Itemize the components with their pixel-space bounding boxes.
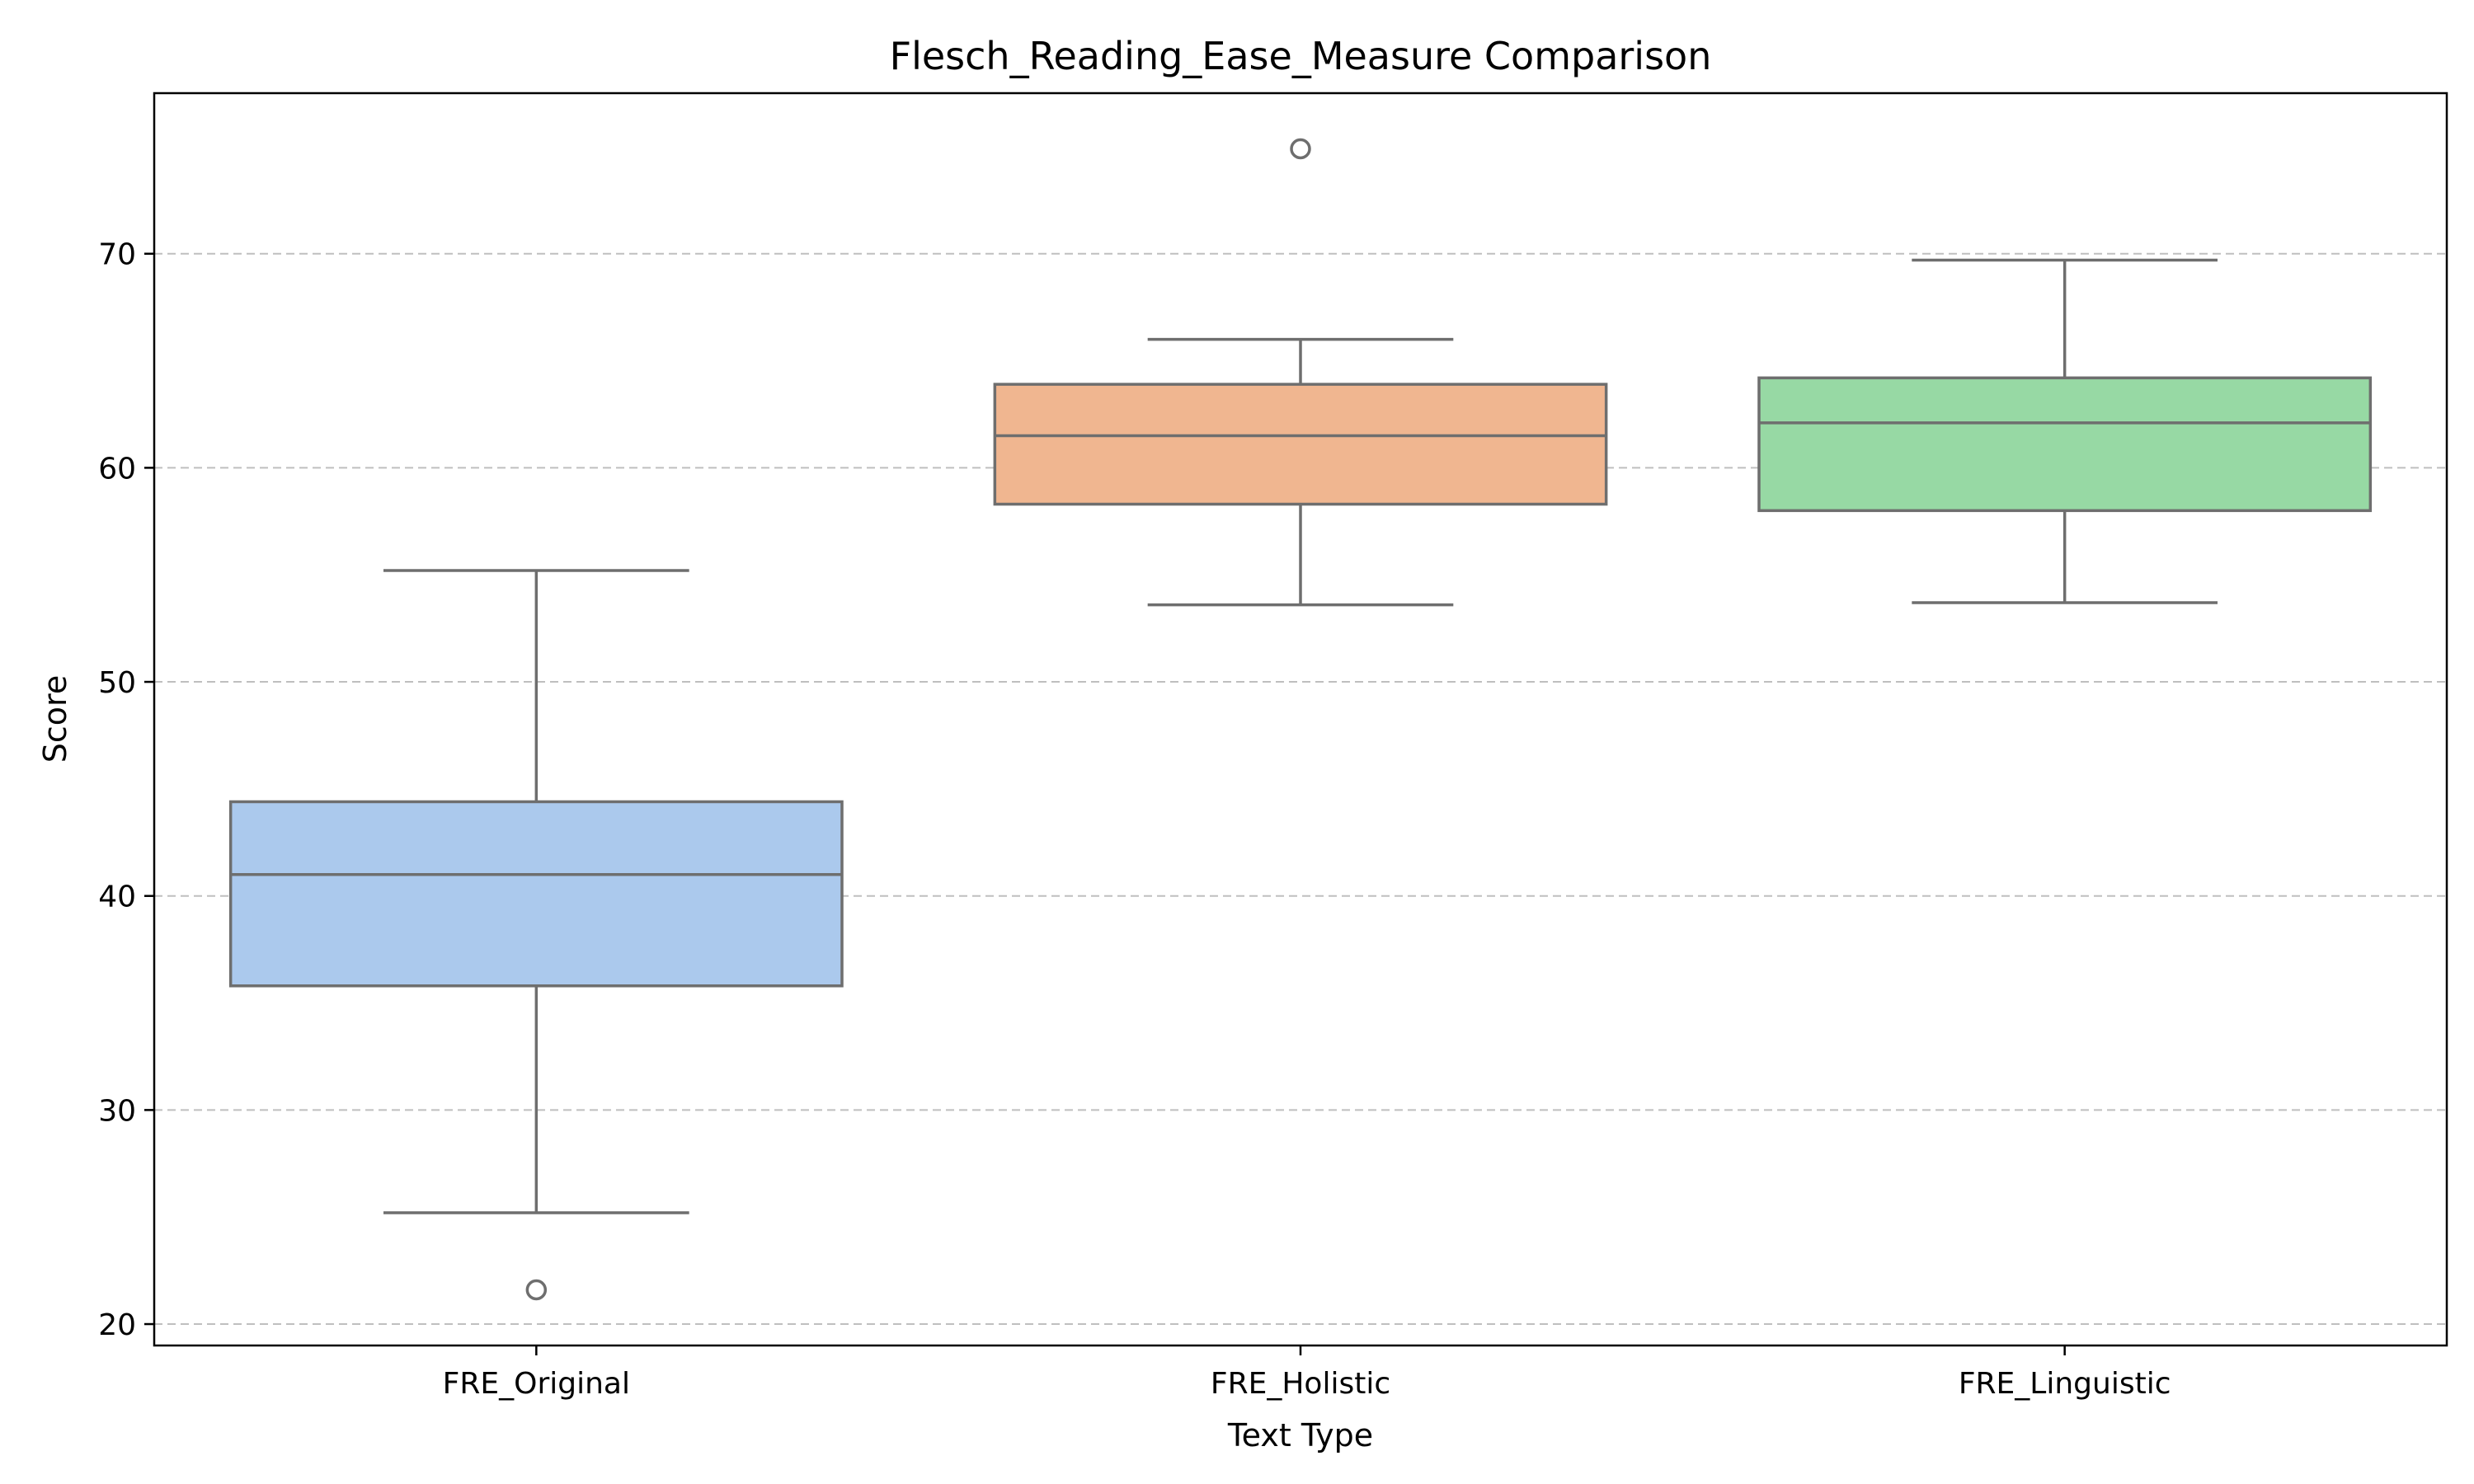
x-tick-label: FRE_Holistic — [1211, 1367, 1390, 1401]
outlier-point — [1290, 138, 1311, 160]
y-tick-label: 40 — [98, 881, 136, 914]
y-tick-label: 30 — [98, 1094, 136, 1128]
box-FRE_Linguistic — [1757, 258, 2373, 604]
y-tick-label: 60 — [98, 452, 136, 486]
chart-title: Flesch_Reading_Ease_Measure Comparison — [890, 34, 1712, 78]
axis-ticks: 20 30 40 50 60 70 FRE_Original FRE_Holistic FRE_… — [98, 238, 2171, 1401]
box-FRE_Holistic — [993, 138, 1608, 607]
y-tick-label: 50 — [98, 666, 136, 700]
iqr-box — [1757, 376, 2373, 513]
x-tick-label: FRE_Linguistic — [1959, 1367, 2171, 1401]
outlier-point — [525, 1279, 548, 1301]
box-FRE_Original — [228, 569, 844, 1301]
plot-frame — [153, 92, 2448, 1347]
y-axis-label: Score — [37, 675, 73, 763]
y-tick-label: 20 — [98, 1308, 136, 1342]
iqr-box — [993, 383, 1608, 506]
x-tick-label: FRE_Original — [443, 1367, 630, 1401]
x-axis-label: Text Type — [1227, 1417, 1373, 1453]
iqr-box — [228, 800, 844, 988]
box-series — [228, 138, 2373, 1301]
y-tick-label: 70 — [98, 238, 136, 272]
